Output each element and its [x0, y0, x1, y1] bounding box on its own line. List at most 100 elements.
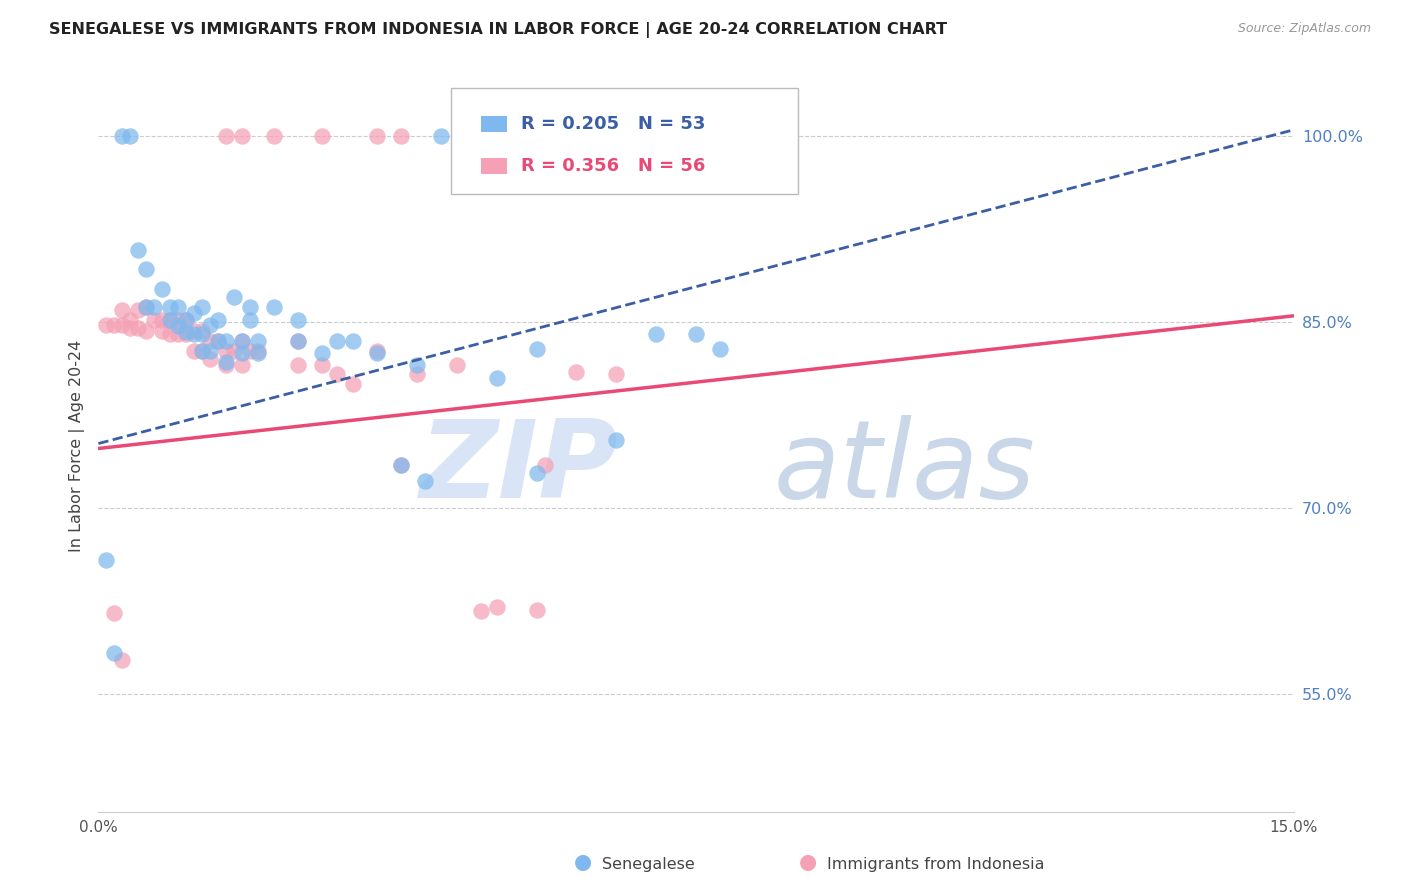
Point — [167, 327, 190, 342]
Point — [183, 343, 205, 358]
Point — [159, 327, 181, 342]
Point — [222, 343, 245, 358]
Point — [246, 334, 269, 348]
Point — [470, 604, 492, 618]
Point — [366, 129, 388, 144]
Point — [454, 129, 477, 144]
Point — [389, 129, 412, 144]
Point — [191, 324, 214, 338]
Point — [430, 129, 453, 144]
Point — [605, 367, 627, 381]
Point — [167, 318, 190, 333]
Point — [287, 334, 309, 348]
Point — [159, 312, 181, 326]
Point — [207, 312, 229, 326]
Point — [111, 302, 134, 317]
FancyBboxPatch shape — [481, 158, 508, 174]
Point — [565, 365, 588, 379]
Point — [103, 607, 125, 621]
Point — [326, 367, 349, 381]
Point — [198, 318, 221, 332]
Point — [645, 327, 668, 342]
Point — [183, 327, 205, 342]
Point — [533, 458, 555, 472]
Point — [159, 300, 181, 314]
Point — [174, 327, 197, 342]
Point — [207, 334, 229, 348]
Point — [342, 377, 364, 392]
Point — [198, 334, 221, 348]
Point — [231, 334, 253, 348]
Text: R = 0.205   N = 53: R = 0.205 N = 53 — [522, 115, 706, 133]
Point — [183, 306, 205, 320]
Point — [231, 359, 253, 373]
Point — [342, 334, 364, 348]
Point — [215, 334, 238, 348]
Point — [135, 261, 157, 276]
Point — [198, 343, 221, 358]
Point — [709, 343, 731, 357]
Point — [127, 321, 149, 335]
Text: SENEGALESE VS IMMIGRANTS FROM INDONESIA IN LABOR FORCE | AGE 20-24 CORRELATION C: SENEGALESE VS IMMIGRANTS FROM INDONESIA … — [49, 22, 948, 38]
Point — [413, 474, 436, 488]
Point — [685, 327, 707, 342]
Point — [198, 352, 221, 367]
Point — [526, 467, 548, 481]
Point — [135, 300, 157, 314]
Point — [174, 312, 197, 326]
Text: ●: ● — [575, 853, 592, 872]
FancyBboxPatch shape — [481, 116, 508, 132]
Point — [143, 312, 166, 326]
Point — [120, 321, 142, 335]
Text: Senegalese: Senegalese — [602, 857, 695, 872]
Point — [326, 334, 349, 348]
Point — [174, 325, 197, 339]
FancyBboxPatch shape — [451, 87, 797, 194]
Point — [239, 300, 262, 314]
Point — [215, 343, 238, 358]
Point — [246, 346, 269, 360]
Point — [191, 327, 214, 342]
Point — [167, 312, 190, 326]
Point — [231, 334, 253, 348]
Point — [150, 312, 173, 326]
Point — [287, 359, 309, 373]
Point — [485, 600, 508, 615]
Point — [174, 312, 197, 326]
Point — [366, 343, 388, 358]
Point — [526, 602, 548, 616]
Point — [581, 144, 603, 158]
Point — [231, 346, 253, 360]
Point — [215, 359, 238, 373]
Point — [111, 653, 134, 667]
Point — [263, 129, 285, 144]
Point — [311, 359, 333, 373]
Text: Source: ZipAtlas.com: Source: ZipAtlas.com — [1237, 22, 1371, 36]
Point — [311, 346, 333, 360]
Point — [96, 553, 118, 567]
Point — [183, 324, 205, 338]
Point — [215, 354, 238, 368]
Point — [207, 334, 229, 348]
Point — [111, 129, 134, 144]
Point — [263, 300, 285, 314]
Point — [150, 281, 173, 295]
Point — [389, 458, 412, 472]
Point — [526, 343, 548, 357]
Point — [605, 433, 627, 447]
Text: ZIP: ZIP — [420, 415, 619, 521]
Text: ●: ● — [800, 853, 817, 872]
Point — [135, 300, 157, 314]
Text: Immigrants from Indonesia: Immigrants from Indonesia — [827, 857, 1045, 872]
Point — [120, 312, 142, 326]
Point — [127, 302, 149, 317]
Point — [191, 343, 214, 358]
Point — [96, 318, 118, 332]
Point — [167, 300, 190, 314]
Point — [485, 371, 508, 385]
Point — [103, 318, 125, 332]
Point — [191, 300, 214, 314]
Point — [127, 243, 149, 257]
Point — [246, 343, 269, 358]
Point — [103, 646, 125, 660]
